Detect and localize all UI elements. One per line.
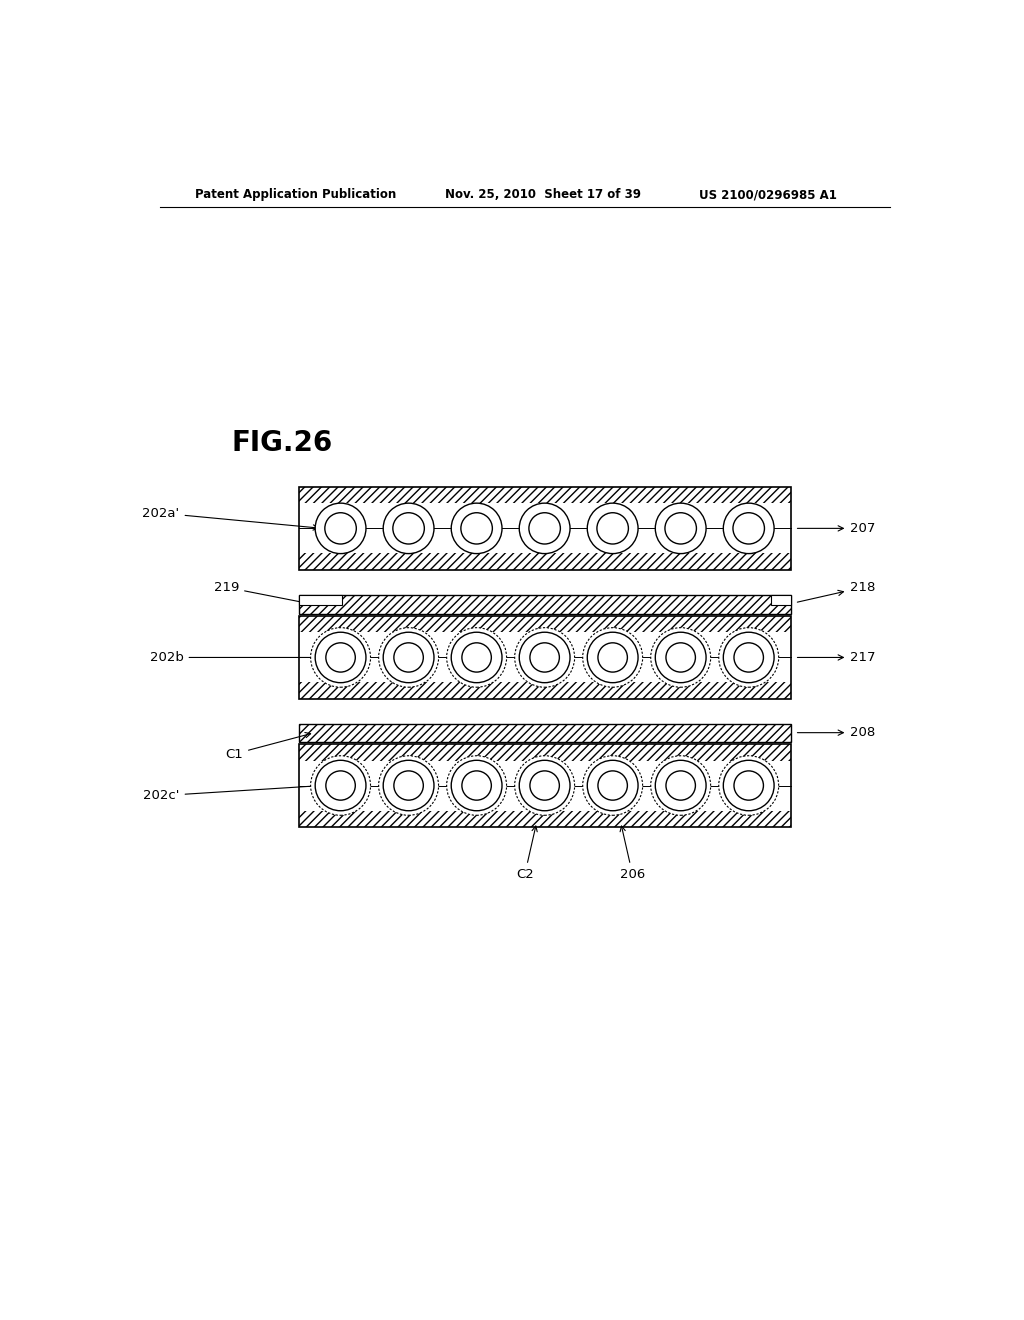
- Ellipse shape: [326, 643, 355, 672]
- Ellipse shape: [529, 643, 559, 672]
- Text: C2: C2: [516, 826, 538, 880]
- Ellipse shape: [383, 760, 434, 810]
- Ellipse shape: [719, 756, 778, 816]
- Ellipse shape: [598, 771, 628, 800]
- Text: C1: C1: [225, 733, 310, 760]
- Text: 202a': 202a': [142, 507, 318, 531]
- Ellipse shape: [452, 760, 502, 810]
- Bar: [299, 487, 791, 570]
- Ellipse shape: [655, 503, 707, 553]
- Ellipse shape: [515, 756, 574, 816]
- Bar: [299, 553, 791, 570]
- Text: 202c': 202c': [143, 784, 318, 803]
- Ellipse shape: [462, 771, 492, 800]
- Ellipse shape: [650, 628, 711, 688]
- Ellipse shape: [462, 643, 492, 672]
- Text: US 2100/0296985 A1: US 2100/0296985 A1: [699, 189, 838, 202]
- Bar: [299, 595, 342, 605]
- Ellipse shape: [325, 512, 356, 544]
- Ellipse shape: [446, 756, 507, 816]
- Ellipse shape: [315, 760, 366, 810]
- Ellipse shape: [452, 632, 502, 682]
- Bar: [299, 595, 791, 614]
- Text: 217: 217: [798, 651, 876, 664]
- Ellipse shape: [719, 628, 778, 688]
- Ellipse shape: [723, 760, 774, 810]
- Ellipse shape: [383, 503, 434, 553]
- Ellipse shape: [446, 628, 507, 688]
- Ellipse shape: [379, 628, 438, 688]
- Ellipse shape: [723, 503, 774, 553]
- Ellipse shape: [310, 628, 371, 688]
- Ellipse shape: [529, 771, 559, 800]
- Ellipse shape: [394, 643, 423, 672]
- Text: 206: 206: [620, 826, 645, 880]
- Ellipse shape: [666, 771, 695, 800]
- Text: 218: 218: [798, 581, 876, 602]
- Ellipse shape: [665, 512, 696, 544]
- Bar: [771, 595, 791, 605]
- Ellipse shape: [655, 632, 707, 682]
- Ellipse shape: [666, 643, 695, 672]
- Ellipse shape: [515, 628, 574, 688]
- Text: FIG.26: FIG.26: [231, 429, 333, 457]
- Ellipse shape: [733, 512, 765, 544]
- Ellipse shape: [734, 771, 764, 800]
- Ellipse shape: [379, 756, 438, 816]
- Ellipse shape: [650, 756, 711, 816]
- Ellipse shape: [597, 512, 629, 544]
- Ellipse shape: [461, 512, 493, 544]
- Ellipse shape: [519, 632, 570, 682]
- Ellipse shape: [394, 771, 423, 800]
- Ellipse shape: [315, 503, 366, 553]
- Ellipse shape: [583, 756, 643, 816]
- Text: 219: 219: [214, 581, 310, 606]
- Bar: [299, 615, 791, 700]
- Ellipse shape: [588, 632, 638, 682]
- Ellipse shape: [315, 632, 366, 682]
- Ellipse shape: [723, 632, 774, 682]
- Ellipse shape: [383, 632, 434, 682]
- Ellipse shape: [598, 643, 628, 672]
- Ellipse shape: [734, 643, 764, 672]
- Text: Patent Application Publication: Patent Application Publication: [196, 189, 396, 202]
- Ellipse shape: [519, 503, 570, 553]
- Ellipse shape: [655, 760, 707, 810]
- Ellipse shape: [452, 503, 502, 553]
- Ellipse shape: [583, 628, 643, 688]
- Bar: [299, 744, 791, 828]
- Text: Nov. 25, 2010  Sheet 17 of 39: Nov. 25, 2010 Sheet 17 of 39: [445, 189, 641, 202]
- Ellipse shape: [588, 760, 638, 810]
- Bar: [299, 682, 791, 700]
- Text: 208: 208: [798, 726, 876, 739]
- Ellipse shape: [326, 771, 355, 800]
- Ellipse shape: [393, 512, 424, 544]
- Text: 202b: 202b: [150, 651, 318, 664]
- Bar: [299, 487, 791, 503]
- Text: 207: 207: [798, 521, 876, 535]
- Ellipse shape: [519, 760, 570, 810]
- Ellipse shape: [310, 756, 371, 816]
- Ellipse shape: [588, 503, 638, 553]
- Bar: [299, 723, 791, 742]
- Bar: [299, 810, 791, 828]
- Bar: [299, 744, 791, 760]
- Bar: [299, 615, 791, 632]
- Ellipse shape: [528, 512, 560, 544]
